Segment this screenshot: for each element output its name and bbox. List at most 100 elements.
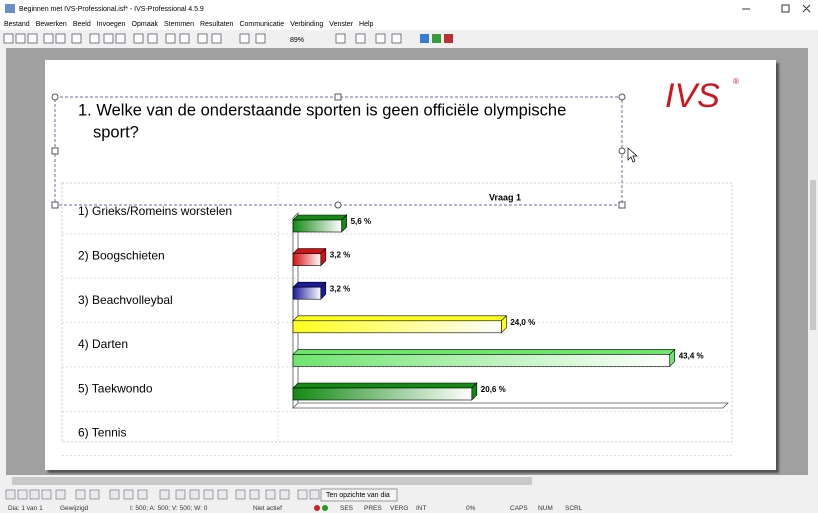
nav-icon[interactable] (137, 489, 148, 500)
bar (292, 286, 322, 300)
bar (292, 387, 473, 401)
nav-icon[interactable] (41, 489, 52, 500)
toolbar-icon[interactable] (147, 33, 158, 44)
menu-item[interactable]: Stemmen (164, 21, 194, 28)
selection-handle[interactable] (51, 201, 59, 209)
nav-icon[interactable] (5, 489, 16, 500)
status-item: SCRL (565, 505, 583, 512)
menu-item[interactable]: Bestand (4, 21, 30, 28)
menu-item[interactable]: Bewerken (36, 21, 67, 28)
status-item: Dia: 1 van 1 (8, 505, 43, 512)
toolbar-icon[interactable] (115, 33, 126, 44)
value-label: 5,6 % (351, 217, 371, 226)
toolbar-icon[interactable] (211, 33, 222, 44)
menu-item[interactable]: Communicatie (239, 21, 284, 28)
bar-top (292, 382, 478, 389)
answer-label: 6) Tennis (78, 426, 126, 440)
selection-handle[interactable] (618, 201, 626, 209)
toolbar-icon[interactable] (27, 33, 38, 44)
menu-bar (0, 18, 818, 30)
toolbar-icon[interactable] (165, 33, 176, 44)
nav-icon[interactable] (75, 489, 86, 500)
bar (292, 253, 322, 266)
toolbar-icon[interactable] (335, 33, 346, 44)
relative-button-label[interactable]: Ten opzichte van dia (326, 492, 390, 499)
nav-icon[interactable] (217, 489, 228, 500)
toolbar-icon[interactable] (15, 33, 26, 44)
toolbar-icon[interactable] (355, 33, 366, 44)
toolbar-icon[interactable] (197, 33, 208, 44)
nav-icon[interactable] (265, 489, 276, 500)
nav-icon[interactable] (309, 489, 320, 500)
nav-icon[interactable] (123, 489, 134, 500)
status-item: SES (340, 505, 354, 512)
value-label: 43,4 % (679, 352, 704, 361)
status-item: VERG (390, 505, 408, 512)
window-title: Beginnen met IVS-Professional.isf* - IVS… (19, 6, 204, 13)
nav-icon[interactable] (109, 489, 120, 500)
nav-icon[interactable] (175, 489, 186, 500)
bar-top (292, 281, 327, 288)
bottom-toolbar (0, 487, 818, 503)
menu-item[interactable]: Resultaten (200, 21, 234, 28)
chart-frame (61, 182, 733, 443)
status-item: INT (416, 505, 427, 512)
toolbar-icon[interactable] (3, 33, 14, 44)
toolbar-icon[interactable] (239, 33, 250, 44)
answer-label: 5) Taekwondo (78, 381, 153, 395)
window-controls[interactable] (742, 4, 811, 13)
toolbar-icon[interactable] (391, 33, 402, 44)
toolbar-icon[interactable] (432, 34, 441, 43)
v-scroll-thumb[interactable] (810, 180, 816, 330)
relative-button[interactable] (320, 488, 398, 502)
answer-label: 3) Beachvolleybal (78, 293, 173, 307)
status-item: Gewijzigd (60, 505, 89, 512)
selection-handle[interactable] (51, 93, 59, 101)
selection-handle[interactable] (334, 201, 342, 209)
nav-icon[interactable] (297, 489, 308, 500)
toolbar-icon[interactable] (375, 33, 386, 44)
toolbar-icon[interactable] (444, 34, 453, 43)
selection-handle[interactable] (618, 93, 626, 101)
value-label: 3,2 % (330, 251, 350, 260)
zoom-level: 89% (290, 37, 304, 44)
menu-item[interactable]: Beeld (73, 21, 91, 28)
bar (292, 219, 342, 233)
toolbar-icon[interactable] (133, 33, 144, 44)
selection-handle[interactable] (618, 147, 626, 155)
nav-icon[interactable] (279, 489, 290, 500)
status-led (322, 505, 328, 511)
menu-item[interactable]: Venster (329, 21, 353, 28)
status-item: 0% (466, 505, 476, 512)
toolbar-icon[interactable] (89, 33, 100, 44)
nav-icon[interactable] (17, 489, 28, 500)
nav-icon[interactable] (203, 489, 214, 500)
menu-item[interactable]: Verbinding (290, 21, 323, 28)
menu-item[interactable]: Invoegen (97, 21, 126, 28)
selection-handle[interactable] (334, 93, 342, 101)
toolbar-icon[interactable] (179, 33, 190, 44)
toolbar-icon[interactable] (43, 33, 54, 44)
menu-item[interactable]: Help (359, 21, 374, 28)
status-item: CAPS (510, 505, 528, 512)
value-label: 24,0 % (510, 318, 535, 327)
toolbar-icon[interactable] (71, 33, 82, 44)
nav-icon[interactable] (55, 489, 66, 500)
nav-icon[interactable] (249, 489, 260, 500)
toolbar-icon[interactable] (255, 33, 266, 44)
status-bar (0, 503, 818, 513)
toolbar-icon[interactable] (420, 34, 429, 43)
toolbar-icon[interactable] (103, 33, 114, 44)
selection-handle[interactable] (51, 147, 59, 155)
h-scroll-thumb[interactable] (12, 477, 532, 485)
bar (292, 354, 671, 367)
menu-item[interactable]: Opmaak (132, 21, 159, 28)
nav-icon[interactable] (189, 489, 200, 500)
nav-icon[interactable] (235, 489, 246, 500)
nav-icon[interactable] (29, 489, 40, 500)
nav-icon[interactable] (159, 489, 170, 500)
bar-top (292, 248, 327, 254)
toolbar-icon[interactable] (55, 33, 66, 44)
nav-icon[interactable] (89, 489, 100, 500)
